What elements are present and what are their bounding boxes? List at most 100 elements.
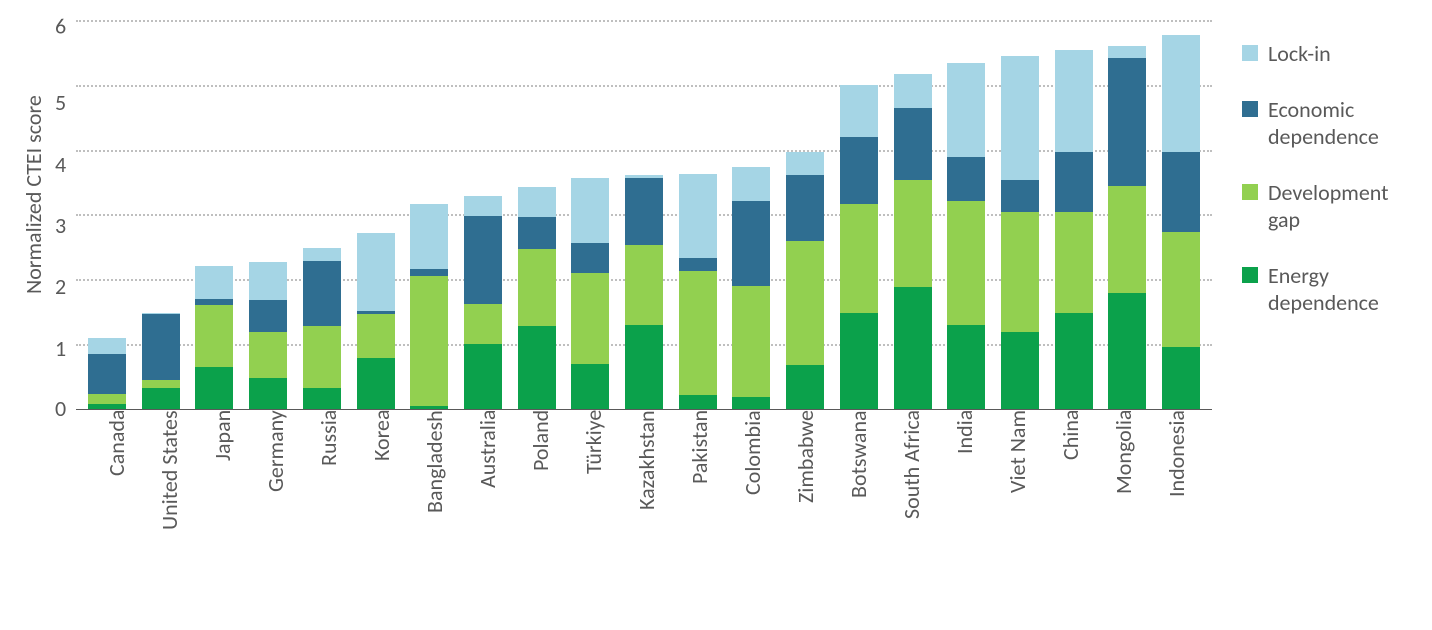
x-label: Pakistan bbox=[686, 410, 724, 610]
bar-segment-development-gap bbox=[625, 245, 663, 325]
bar-segment-economic-dependence bbox=[840, 137, 878, 203]
chart-container: Normalized CTEI score 6543210 CanadaUnit… bbox=[20, 20, 1412, 610]
x-label: Mongolia bbox=[1110, 410, 1148, 610]
x-label: Canada bbox=[103, 410, 141, 610]
x-label: Bangladesh bbox=[421, 410, 459, 610]
bar-segment-development-gap bbox=[357, 314, 395, 358]
x-label: Japan bbox=[209, 410, 247, 610]
bar-segment-development-gap bbox=[88, 394, 126, 404]
bar-segment-energy-dependence bbox=[303, 388, 341, 409]
bar-segment-economic-dependence bbox=[88, 354, 126, 394]
x-label: Zimbabwe bbox=[792, 410, 830, 610]
bar-group bbox=[303, 248, 341, 409]
bar-segment-energy-dependence bbox=[840, 313, 878, 409]
x-label: China bbox=[1057, 410, 1095, 610]
bar-segment-economic-dependence bbox=[786, 175, 824, 241]
legend-label: Developmentgap bbox=[1268, 179, 1389, 234]
legend-item: Developmentgap bbox=[1242, 179, 1412, 234]
x-label: Russia bbox=[315, 410, 353, 610]
bar-group bbox=[840, 85, 878, 409]
bar-segment-lock-in bbox=[1162, 35, 1200, 152]
bar-segment-economic-dependence bbox=[894, 108, 932, 180]
chart-body: 6543210 CanadaUnited StatesJapanGermanyR… bbox=[55, 20, 1212, 610]
y-tick: 6 bbox=[55, 16, 66, 38]
bar-segment-lock-in bbox=[786, 152, 824, 175]
x-label: Indonesia bbox=[1163, 410, 1201, 610]
bar-segment-energy-dependence bbox=[732, 397, 770, 409]
legend-item: Energydependence bbox=[1242, 262, 1412, 317]
bar-segment-economic-dependence bbox=[1108, 58, 1146, 186]
bar-segment-lock-in bbox=[1001, 56, 1039, 180]
bar-group bbox=[947, 63, 985, 409]
y-tick: 4 bbox=[55, 154, 66, 176]
bar-segment-lock-in bbox=[679, 174, 717, 259]
bar-segment-economic-dependence bbox=[464, 216, 502, 304]
bar-segment-lock-in bbox=[840, 85, 878, 137]
bar-group bbox=[142, 313, 180, 409]
bar-segment-energy-dependence bbox=[1001, 332, 1039, 409]
bar-segment-economic-dependence bbox=[625, 178, 663, 244]
bar-segment-economic-dependence bbox=[679, 258, 717, 271]
bar-group bbox=[894, 74, 932, 409]
bar-segment-development-gap bbox=[1108, 186, 1146, 293]
plot-row: 6543210 bbox=[55, 20, 1212, 410]
bar-group bbox=[518, 187, 556, 409]
x-label: India bbox=[951, 410, 989, 610]
x-axis-labels: CanadaUnited StatesJapanGermanyRussiaKor… bbox=[91, 410, 1212, 610]
bar-segment-lock-in bbox=[464, 196, 502, 216]
bar-segment-economic-dependence bbox=[518, 217, 556, 250]
bar-segment-lock-in bbox=[1108, 46, 1146, 58]
bar-segment-economic-dependence bbox=[571, 243, 609, 272]
bar-segment-development-gap bbox=[249, 332, 287, 378]
legend-item: Economicdependence bbox=[1242, 96, 1412, 151]
y-axis-label: Normalized CTEI score bbox=[20, 20, 47, 410]
y-tick: 2 bbox=[55, 276, 66, 298]
bar-segment-development-gap bbox=[464, 304, 502, 344]
bar-segment-economic-dependence bbox=[303, 261, 341, 326]
bar-segment-energy-dependence bbox=[947, 325, 985, 410]
bar-segment-lock-in bbox=[571, 178, 609, 243]
bar-segment-energy-dependence bbox=[1162, 347, 1200, 409]
legend-swatch bbox=[1242, 45, 1258, 61]
bar-segment-development-gap bbox=[1162, 232, 1200, 348]
bar-segment-energy-dependence bbox=[464, 344, 502, 409]
x-label: Australia bbox=[474, 410, 512, 610]
bar-group bbox=[1055, 50, 1093, 409]
legend-item: Lock-in bbox=[1242, 40, 1412, 68]
bar-segment-development-gap bbox=[518, 249, 556, 326]
legend-swatch bbox=[1242, 184, 1258, 200]
x-label: South Africa bbox=[898, 410, 936, 610]
bar-segment-development-gap bbox=[1055, 212, 1093, 313]
bar-segment-development-gap bbox=[303, 326, 341, 388]
bar-segment-energy-dependence bbox=[894, 287, 932, 409]
bar-segment-energy-dependence bbox=[571, 364, 609, 410]
bar-segment-development-gap bbox=[786, 241, 824, 365]
legend: Lock-in Economicdependence Developmentgap E… bbox=[1212, 20, 1412, 317]
bar-group bbox=[732, 167, 770, 409]
bar-group bbox=[410, 204, 448, 409]
bar-segment-energy-dependence bbox=[357, 358, 395, 409]
bar-segment-lock-in bbox=[410, 204, 448, 269]
bar-segment-energy-dependence bbox=[142, 388, 180, 409]
bar-group bbox=[249, 262, 287, 409]
bar-segment-economic-dependence bbox=[1162, 152, 1200, 231]
legend-label: Energydependence bbox=[1268, 262, 1379, 317]
bar-group bbox=[571, 178, 609, 409]
bar-group bbox=[625, 175, 663, 409]
x-label: Germany bbox=[262, 410, 300, 610]
bar-segment-energy-dependence bbox=[249, 378, 287, 409]
bar-segment-energy-dependence bbox=[195, 367, 233, 409]
plot-area bbox=[76, 20, 1212, 410]
bar-segment-energy-dependence bbox=[1108, 293, 1146, 409]
bar-segment-energy-dependence bbox=[679, 395, 717, 409]
y-tick: 0 bbox=[55, 398, 66, 420]
bar-segment-development-gap bbox=[195, 305, 233, 367]
bar-group bbox=[88, 338, 126, 409]
bar-group bbox=[195, 266, 233, 409]
bar-group bbox=[1108, 46, 1146, 409]
bar-segment-lock-in bbox=[249, 262, 287, 300]
bar-segment-energy-dependence bbox=[88, 404, 126, 409]
x-label: Botswana bbox=[845, 410, 883, 610]
bar-segment-energy-dependence bbox=[625, 325, 663, 410]
y-axis-ticks: 6543210 bbox=[55, 20, 76, 410]
